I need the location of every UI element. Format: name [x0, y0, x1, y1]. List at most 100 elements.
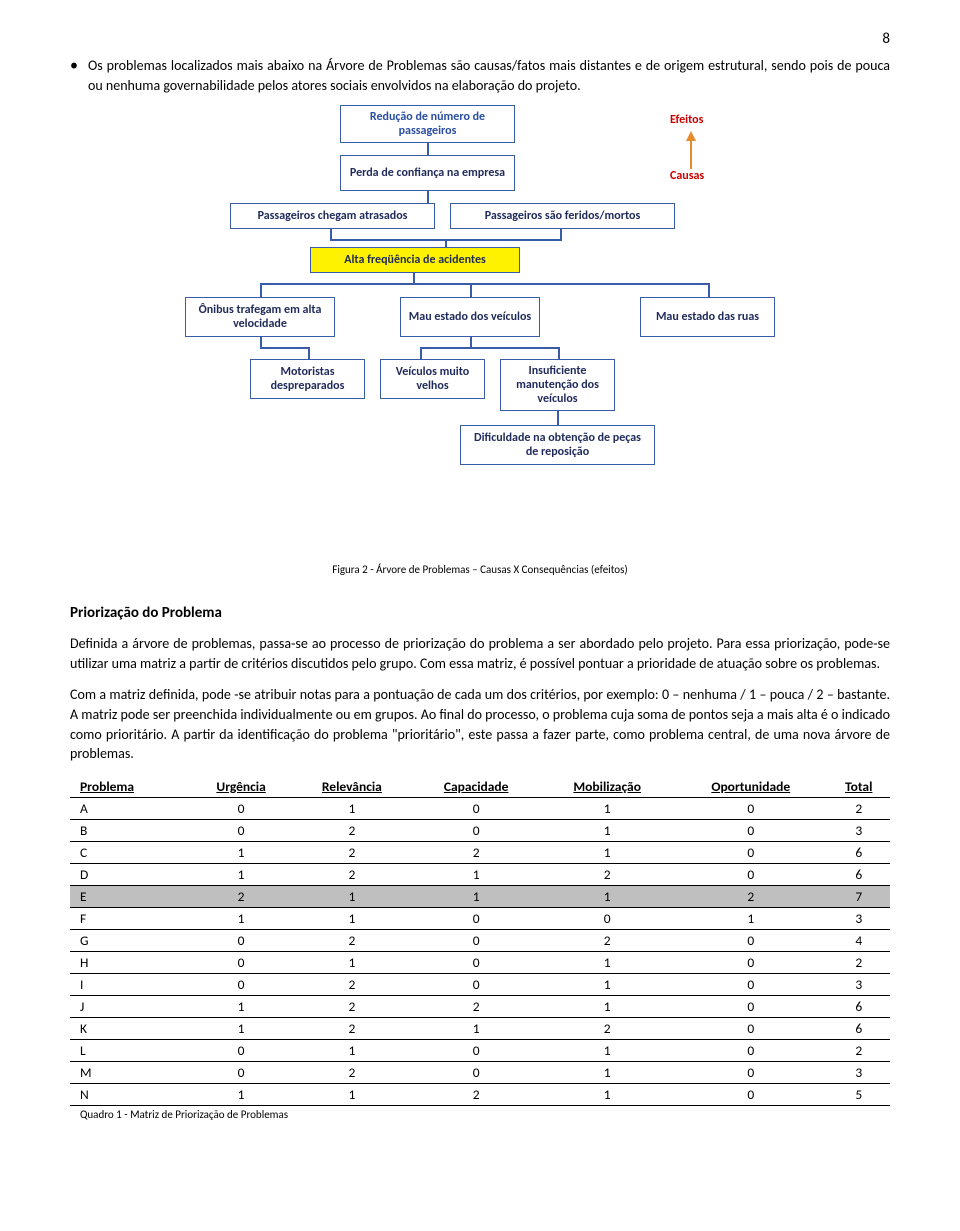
- table-cell: 0: [674, 951, 828, 973]
- connector: [420, 347, 560, 349]
- table-row: J122106: [70, 995, 890, 1017]
- table-cell: 4: [828, 929, 890, 951]
- table-cell: N: [70, 1083, 190, 1105]
- arrow-stem: [690, 141, 692, 169]
- connector: [470, 337, 472, 347]
- table-cell: 1: [190, 841, 291, 863]
- table-cell: 0: [190, 929, 291, 951]
- table-cell: 1: [190, 995, 291, 1017]
- connector: [330, 229, 332, 239]
- table-cell: 2: [292, 973, 412, 995]
- box-veic-velhos: Veículos muito velhos: [380, 359, 485, 399]
- table-header: Relevância: [292, 776, 412, 798]
- table-cell: 0: [540, 907, 674, 929]
- table-cell: 2: [292, 1061, 412, 1083]
- table-cell: K: [70, 1017, 190, 1039]
- table-cell: 0: [412, 929, 540, 951]
- table-cell: 0: [674, 973, 828, 995]
- table-cell: M: [70, 1061, 190, 1083]
- connector: [260, 283, 710, 285]
- connector: [558, 347, 560, 359]
- table-header: Capacidade: [412, 776, 540, 798]
- table-cell: 1: [190, 907, 291, 929]
- table-header: Oportunidade: [674, 776, 828, 798]
- connector: [260, 283, 262, 297]
- table-cell: 2: [540, 863, 674, 885]
- table-cell: 2: [292, 995, 412, 1017]
- connector: [260, 337, 262, 347]
- table-cell: 0: [674, 1039, 828, 1061]
- table-cell: 1: [674, 907, 828, 929]
- connector: [413, 273, 415, 283]
- table-cell: I: [70, 973, 190, 995]
- table-cell: 0: [674, 841, 828, 863]
- table-cell: 0: [412, 1061, 540, 1083]
- table-cell: 1: [540, 885, 674, 907]
- table-cell: 1: [292, 1039, 412, 1061]
- table-cell: H: [70, 951, 190, 973]
- table-cell: 0: [412, 907, 540, 929]
- table-cell: J: [70, 995, 190, 1017]
- connector: [445, 239, 447, 247]
- table-cell: 1: [292, 885, 412, 907]
- table-cell: 1: [190, 1017, 291, 1039]
- paragraph-1: Definida a árvore de problemas, passa-se…: [70, 634, 890, 673]
- table-row: K121206: [70, 1017, 890, 1039]
- box-feridos: Passageiros são feridos/mortos: [450, 203, 675, 229]
- table-cell: 2: [828, 951, 890, 973]
- table-cell: 1: [540, 819, 674, 841]
- table-cell: 1: [540, 1039, 674, 1061]
- table-cell: 2: [292, 1017, 412, 1039]
- connector: [420, 347, 422, 359]
- table-cell: 1: [540, 973, 674, 995]
- connector: [427, 191, 429, 203]
- table-cell: 2: [412, 841, 540, 863]
- table-cell: 2: [540, 929, 674, 951]
- table-cell: 2: [540, 1017, 674, 1039]
- table-cell: 2: [828, 1039, 890, 1061]
- section-heading: Priorização do Problema: [70, 604, 890, 622]
- efeitos-label: Efeitos: [670, 113, 703, 127]
- table-cell: C: [70, 841, 190, 863]
- table-cell: B: [70, 819, 190, 841]
- table-cell: 7: [828, 885, 890, 907]
- connector: [260, 347, 310, 349]
- table-cell: G: [70, 929, 190, 951]
- table-row: E211127: [70, 885, 890, 907]
- connector: [557, 411, 559, 425]
- table-cell: 3: [828, 973, 890, 995]
- table-row: C122106: [70, 841, 890, 863]
- box-mau-veic: Mau estado dos veículos: [400, 297, 540, 337]
- table-cell: 0: [190, 973, 291, 995]
- table-row: B020103: [70, 819, 890, 841]
- table-header: Problema: [70, 776, 190, 798]
- table-cell: 1: [190, 863, 291, 885]
- priority-matrix-table: ProblemaUrgênciaRelevânciaCapacidadeMobi…: [70, 776, 890, 1106]
- table-cell: 0: [674, 863, 828, 885]
- table-row: N112105: [70, 1083, 890, 1105]
- table-cell: 1: [540, 1061, 674, 1083]
- table-cell: 1: [540, 995, 674, 1017]
- table-cell: 1: [540, 797, 674, 819]
- bullet-paragraph: • Os problemas localizados mais abaixo n…: [70, 56, 890, 95]
- box-alta-freq: Alta freqüência de acidentes: [310, 247, 520, 273]
- table-cell: 6: [828, 1017, 890, 1039]
- table-row: L010102: [70, 1039, 890, 1061]
- table-cell: 2: [292, 863, 412, 885]
- table-header: Urgência: [190, 776, 291, 798]
- table-cell: 3: [828, 819, 890, 841]
- box-onibus: Ônibus trafegam em alta velocidade: [185, 297, 335, 337]
- table-cell: 6: [828, 863, 890, 885]
- table-cell: 1: [292, 951, 412, 973]
- bullet-icon: •: [70, 58, 78, 95]
- table-row: I020103: [70, 973, 890, 995]
- table-cell: 1: [412, 885, 540, 907]
- table-cell: 0: [190, 1061, 291, 1083]
- box-mau-ruas: Mau estado das ruas: [640, 297, 775, 337]
- table-cell: 1: [292, 907, 412, 929]
- table-cell: A: [70, 797, 190, 819]
- paragraph-2: Com a matriz definida, pode -se atribuir…: [70, 685, 890, 763]
- table-cell: 2: [828, 797, 890, 819]
- table-cell: 0: [412, 951, 540, 973]
- table-cell: 2: [412, 995, 540, 1017]
